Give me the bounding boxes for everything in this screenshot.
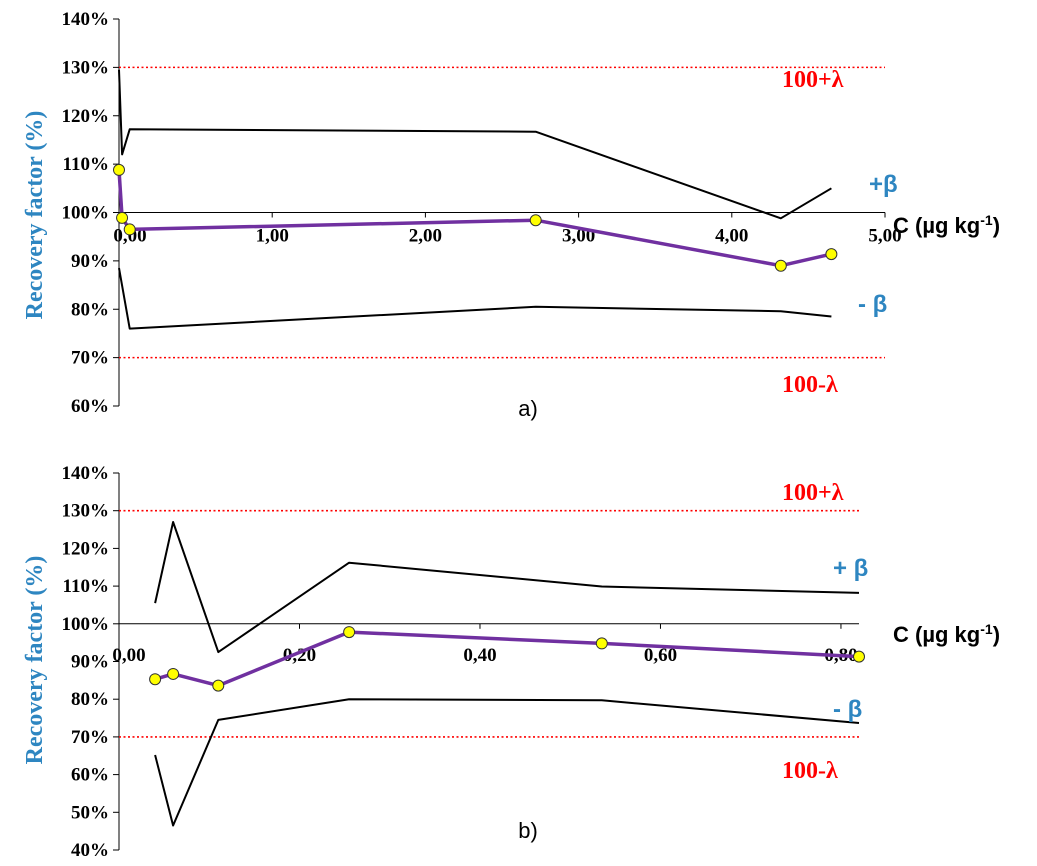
y-tick-label: 130% (62, 501, 110, 522)
data-point (529, 214, 542, 227)
limit-label-upper: 100+λ (782, 67, 844, 93)
upper-beta-label: + β (833, 555, 868, 582)
data-point (343, 626, 356, 639)
upper-beta-label: +β (869, 171, 898, 198)
x-tick-label: 2,00 (409, 226, 442, 247)
y-tick-label: 110% (63, 154, 109, 175)
recovery-series-line (117, 169, 832, 268)
y-tick-label: 120% (62, 106, 110, 127)
y-tick-label: 80% (71, 689, 109, 710)
y-tick-label: 120% (62, 538, 110, 559)
x-tick-label: 5,00 (868, 226, 901, 247)
data-point (123, 223, 136, 236)
limit-label-lower: 100-λ (782, 758, 838, 784)
recovery-series-line (154, 630, 860, 688)
panel-caption: a) (518, 396, 538, 421)
data-point (774, 259, 787, 272)
lower-beta-label: - β (833, 696, 862, 723)
x-tick-label: 1,00 (256, 226, 289, 247)
x-tick-label: 0,60 (644, 645, 677, 666)
y-tick-label: 40% (71, 840, 109, 861)
y-tick-label: 110% (63, 576, 109, 597)
lower-beta-line (118, 267, 832, 330)
y-tick-label: 70% (71, 727, 109, 748)
panel-caption: b) (518, 818, 538, 843)
x-tick-label: 0,00 (112, 645, 145, 666)
y-tick-label: 90% (71, 652, 109, 673)
data-point (595, 637, 608, 650)
y-tick-label: 100% (62, 203, 110, 224)
limit-label-upper: 100+λ (782, 480, 844, 506)
upper-beta-line (154, 521, 860, 654)
y-axis-title: Recovery factor (%) (22, 111, 48, 320)
data-point (212, 679, 225, 692)
limit-label-lower: 100-λ (782, 372, 838, 398)
x-axis-title: C (µg kg-1) (893, 212, 1000, 238)
y-tick-label: 140% (62, 463, 110, 484)
y-tick-label: 70% (71, 348, 109, 369)
upper-beta-line (118, 69, 832, 220)
data-point (116, 211, 129, 224)
x-tick-label: 0,40 (463, 645, 496, 666)
lower-beta-label: - β (858, 291, 887, 318)
y-tick-label: 130% (62, 57, 110, 78)
y-tick-label: 100% (62, 614, 110, 635)
y-tick-label: 80% (71, 299, 109, 320)
y-tick-label: 90% (71, 251, 109, 272)
y-axis-title: Recovery factor (%) (22, 556, 48, 765)
data-point (113, 163, 125, 176)
x-axis-title: C (µg kg-1) (893, 621, 1000, 647)
y-tick-label: 60% (71, 765, 109, 786)
data-point (853, 650, 865, 663)
lower-beta-line (154, 698, 860, 827)
y-tick-label: 50% (71, 802, 109, 823)
data-point (825, 248, 838, 261)
data-point (149, 673, 162, 686)
x-tick-label: 4,00 (715, 226, 748, 247)
data-point (167, 667, 180, 680)
y-tick-label: 60% (71, 396, 109, 417)
y-tick-label: 140% (62, 9, 110, 30)
